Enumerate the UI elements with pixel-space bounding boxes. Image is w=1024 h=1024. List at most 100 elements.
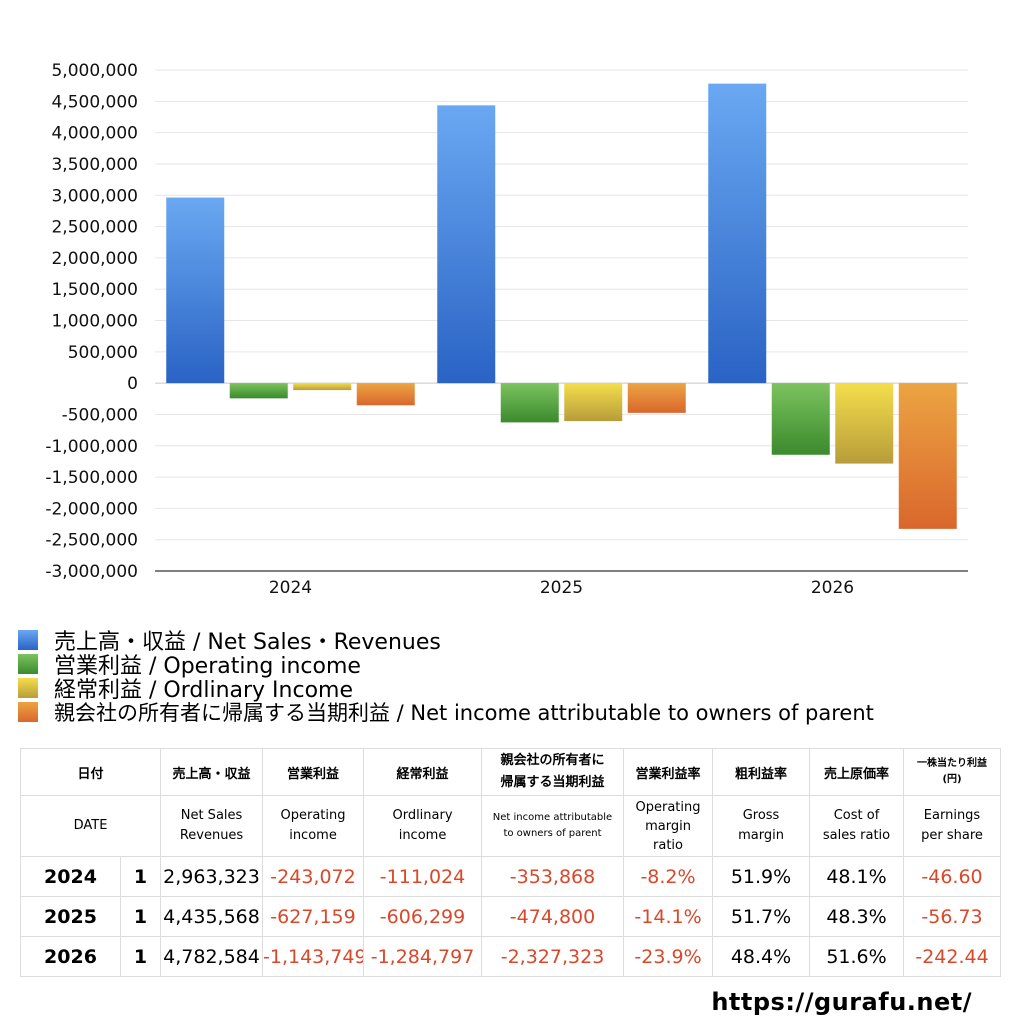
row-sales: 4,782,584 (160, 936, 264, 977)
row-sales: 2,963,323 (160, 856, 264, 897)
row-cost-ratio: 48.1% (809, 856, 905, 897)
header-net-income-en: Net income attributable to owners of pare… (481, 795, 625, 857)
y-tick-label: -3,000,000 (45, 562, 138, 582)
legend-swatch-ordinary-income (18, 678, 38, 698)
table-row: 2024 1 2,963,323 -243,072 -111,024 -353,… (20, 856, 1002, 897)
legend-item-ordinary-income: 経常利益 / Ordlinary Income (18, 676, 1018, 703)
bar-operating-income-2025 (500, 383, 559, 423)
y-tick-label: 500,000 (68, 343, 138, 363)
header-net-income-en-line2: to owners of parent (503, 828, 602, 839)
header-ordinary-income-en: Ordlinary income (363, 795, 483, 857)
header-operating-margin-en-line1: Operating (635, 799, 701, 815)
header-operating-income-jp: 営業利益 (262, 748, 365, 796)
bar-sales-2024 (166, 197, 225, 384)
header-gross-margin-jp: 粗利益率 (712, 748, 811, 796)
row-operating-income: -627,159 (262, 896, 365, 937)
header-sales-en: Net Sales Revenues (160, 795, 264, 857)
x-tick-label: 2026 (811, 578, 854, 598)
y-tick-label: 1,000,000 (51, 312, 138, 332)
header-date-en: DATE (19, 795, 162, 857)
legend-item-operating-income: 営業利益 / Operating income (18, 652, 1018, 679)
legend-label-ordinary-income: 経常利益 / Ordlinary Income (54, 678, 353, 703)
table-row: 2026 1 4,782,584 -1,143,749 -1,284,797 -… (20, 936, 1002, 977)
bar-net-income-2026 (898, 383, 957, 529)
bar-sales-2026 (708, 83, 767, 384)
header-gross-margin-en: Gross margin (712, 795, 811, 857)
row-year: 2026 (20, 936, 121, 977)
row-operating-income: -1,143,749 (262, 936, 365, 977)
row-operating-margin: -14.1% (623, 896, 714, 937)
row-eps: -56.73 (903, 896, 1002, 937)
y-tick-label: 0 (127, 374, 138, 394)
legend-item-net-income: 親会社の所有者に帰属する当期利益 / Net income attributab… (18, 700, 1018, 725)
bars (166, 83, 957, 529)
header-net-income-jp: 親会社の所有者に 帰属する当期利益 (481, 748, 625, 796)
y-tick-label: 3,000,000 (51, 186, 138, 206)
legend-item-sales: 売上高・収益 / Net Sales・Revenues (18, 628, 1018, 655)
y-tick-label: 4,000,000 (51, 124, 138, 144)
row-eps: -46.60 (903, 856, 1002, 897)
legend: 売上高・収益 / Net Sales・Revenues 営業利益 / Opera… (18, 628, 1018, 725)
header-net-income-jp-line2: 帰属する当期利益 (500, 775, 605, 790)
header-eps-en-line1: Earnings (923, 808, 981, 823)
header-operating-income-en-line2: income (289, 828, 337, 843)
row-year: 2024 (20, 856, 121, 897)
header-eps-en: Earnings per share (903, 795, 1002, 857)
row-ordinary-income: -111,024 (363, 856, 483, 897)
header-sales-en-line1: Net Sales (180, 808, 243, 823)
bar-ordinary-income-2025 (564, 383, 623, 422)
financial-table: 日付 売上高・収益 営業利益 経常利益 親会社の所有者に 帰属する当期利益 営業利… (19, 748, 1002, 977)
row-net-income: -474,800 (481, 896, 625, 937)
header-ordinary-income-en-line1: Ordlinary (392, 808, 453, 823)
row-operating-margin: -8.2% (623, 856, 714, 897)
header-operating-margin-jp: 営業利益率 (623, 748, 714, 796)
row-quarter: 1 (119, 856, 162, 897)
table-header-jp: 日付 売上高・収益 営業利益 経常利益 親会社の所有者に 帰属する当期利益 営業利… (19, 748, 1002, 796)
header-cost-ratio-en-line1: Cost of (833, 808, 880, 823)
bar-operating-income-2026 (771, 383, 830, 455)
header-eps-jp-line1: 一株当たり利益 (917, 758, 988, 769)
header-cost-ratio-en-line2: sales ratio (822, 828, 891, 843)
header-operating-margin-en-line3: ratio (653, 837, 683, 853)
legend-swatch-operating-income (18, 654, 38, 674)
y-tick-label: -1,000,000 (45, 437, 138, 457)
bar-ordinary-income-2024 (293, 383, 352, 391)
header-net-income-jp-line1: 親会社の所有者に (500, 753, 605, 768)
row-operating-income: -243,072 (262, 856, 365, 897)
row-gross-margin: 48.4% (712, 936, 811, 977)
legend-label-net-income: 親会社の所有者に帰属する当期利益 / Net income attributab… (54, 701, 874, 725)
header-gross-margin-en-line1: Gross (742, 808, 780, 823)
row-year: 2025 (20, 896, 121, 937)
legend-label-sales: 売上高・収益 / Net Sales・Revenues (54, 630, 441, 655)
legend-label-operating-income: 営業利益 / Operating income (54, 654, 361, 679)
x-tick-label: 2025 (540, 578, 583, 598)
header-sales-en-line2: Revenues (179, 828, 244, 843)
row-ordinary-income: -606,299 (363, 896, 483, 937)
bar-net-income-2025 (627, 383, 686, 413)
x-tick-label: 2024 (269, 578, 312, 598)
y-tick-label: 3,500,000 (51, 155, 138, 175)
row-quarter: 1 (119, 896, 162, 937)
row-net-income: -353,868 (481, 856, 625, 897)
grid-lines (155, 69, 968, 572)
y-tick-label: -1,500,000 (45, 468, 138, 488)
bar-chart: 5,000,000 4,500,000 4,000,000 3,500,000 3,00… (45, 61, 968, 598)
header-eps-jp: 一株当たり利益 (円) (903, 748, 1002, 796)
header-ordinary-income-jp: 経常利益 (363, 748, 483, 796)
header-operating-income-en: Operating income (262, 795, 365, 857)
row-cost-ratio: 51.6% (809, 936, 905, 977)
site-url: https://gurafu.net/ (711, 988, 972, 1016)
table-header-en: DATE Net Sales Revenues Operating income O… (19, 795, 1002, 857)
header-cost-ratio-en: Cost of sales ratio (809, 795, 905, 857)
bar-net-income-2024 (356, 383, 415, 406)
row-operating-margin: -23.9% (623, 936, 714, 977)
legend-swatch-net-income (18, 702, 38, 722)
header-eps-en-line2: per share (921, 828, 983, 843)
x-axis-ticks: 2024 2025 2026 (269, 578, 854, 598)
y-tick-label: 2,000,000 (51, 249, 138, 269)
row-ordinary-income: -1,284,797 (363, 936, 483, 977)
y-tick-label: -500,000 (62, 405, 138, 425)
row-gross-margin: 51.9% (712, 856, 811, 897)
header-ordinary-income-en-line2: income (398, 828, 447, 843)
y-tick-label: 5,000,000 (51, 61, 138, 81)
